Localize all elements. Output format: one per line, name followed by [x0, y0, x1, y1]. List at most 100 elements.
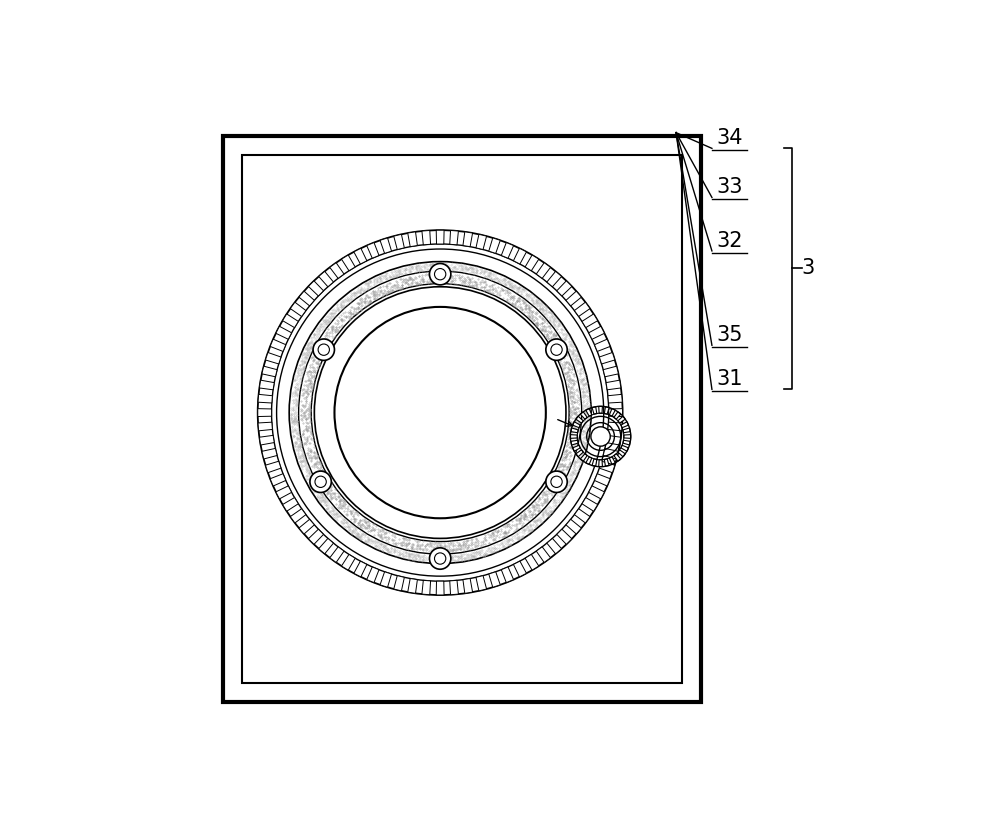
Polygon shape [463, 578, 473, 593]
Polygon shape [592, 407, 597, 414]
Polygon shape [582, 314, 598, 328]
Text: 3: 3 [802, 258, 815, 278]
Polygon shape [580, 412, 587, 419]
Polygon shape [574, 509, 590, 523]
Polygon shape [450, 580, 458, 595]
Polygon shape [450, 230, 458, 245]
Polygon shape [259, 435, 274, 445]
Circle shape [429, 264, 451, 285]
Polygon shape [576, 416, 583, 423]
Polygon shape [536, 547, 551, 562]
Polygon shape [571, 428, 578, 433]
Polygon shape [290, 302, 306, 316]
Polygon shape [308, 281, 324, 296]
Polygon shape [547, 538, 562, 554]
Polygon shape [354, 561, 367, 577]
Polygon shape [618, 416, 625, 423]
Polygon shape [270, 474, 286, 486]
Text: 32: 32 [716, 231, 743, 251]
Circle shape [429, 548, 451, 569]
Polygon shape [573, 445, 580, 451]
Polygon shape [380, 238, 392, 253]
Polygon shape [299, 291, 314, 306]
Circle shape [310, 471, 331, 493]
Polygon shape [606, 435, 621, 445]
Polygon shape [283, 314, 298, 328]
Polygon shape [501, 243, 514, 258]
Polygon shape [566, 520, 581, 534]
Polygon shape [618, 450, 625, 457]
Polygon shape [574, 302, 590, 316]
Polygon shape [603, 366, 618, 377]
Polygon shape [571, 440, 578, 445]
Polygon shape [606, 380, 621, 390]
Polygon shape [489, 572, 500, 587]
Polygon shape [258, 422, 272, 431]
Polygon shape [341, 255, 355, 270]
Polygon shape [586, 457, 592, 464]
Polygon shape [582, 498, 598, 511]
Polygon shape [604, 407, 609, 414]
Polygon shape [609, 457, 615, 464]
Polygon shape [621, 422, 629, 428]
Polygon shape [592, 459, 597, 467]
Text: 33: 33 [716, 177, 743, 198]
Polygon shape [594, 474, 610, 486]
Polygon shape [476, 576, 487, 591]
Polygon shape [525, 255, 539, 270]
Polygon shape [258, 395, 272, 403]
Polygon shape [589, 326, 604, 339]
Polygon shape [262, 449, 277, 459]
Polygon shape [380, 572, 392, 587]
Polygon shape [513, 561, 526, 577]
Polygon shape [422, 230, 431, 245]
Polygon shape [623, 428, 630, 433]
Polygon shape [265, 352, 281, 364]
Polygon shape [501, 567, 514, 583]
Polygon shape [436, 581, 444, 595]
Polygon shape [276, 326, 292, 339]
Polygon shape [557, 529, 572, 544]
Polygon shape [599, 352, 615, 364]
Polygon shape [594, 339, 610, 351]
Polygon shape [308, 529, 324, 544]
Polygon shape [436, 230, 444, 244]
Polygon shape [576, 450, 583, 457]
Polygon shape [599, 462, 615, 473]
Text: 35: 35 [716, 325, 743, 346]
Polygon shape [276, 486, 292, 499]
Polygon shape [354, 248, 367, 264]
Polygon shape [623, 440, 630, 445]
Circle shape [313, 339, 334, 360]
Polygon shape [536, 263, 551, 279]
Polygon shape [259, 380, 274, 390]
Polygon shape [599, 406, 602, 413]
Polygon shape [265, 462, 281, 473]
Polygon shape [262, 366, 277, 377]
Polygon shape [463, 232, 473, 247]
Polygon shape [624, 435, 631, 439]
Circle shape [546, 339, 567, 360]
Polygon shape [599, 460, 602, 467]
Polygon shape [299, 520, 314, 534]
Polygon shape [290, 509, 306, 523]
Polygon shape [367, 243, 379, 258]
Polygon shape [422, 580, 431, 595]
Bar [242, 154, 682, 683]
Polygon shape [394, 234, 404, 249]
Polygon shape [614, 453, 621, 462]
Polygon shape [525, 555, 539, 570]
Polygon shape [609, 408, 623, 417]
Polygon shape [570, 435, 577, 439]
Text: 31: 31 [716, 369, 743, 390]
Polygon shape [513, 248, 526, 264]
Polygon shape [603, 449, 618, 459]
Bar [223, 136, 701, 702]
Polygon shape [319, 271, 333, 287]
Polygon shape [489, 238, 500, 253]
Polygon shape [408, 578, 417, 593]
Polygon shape [330, 547, 344, 562]
Polygon shape [270, 339, 286, 351]
Polygon shape [341, 555, 355, 570]
Text: 34: 34 [716, 128, 743, 149]
